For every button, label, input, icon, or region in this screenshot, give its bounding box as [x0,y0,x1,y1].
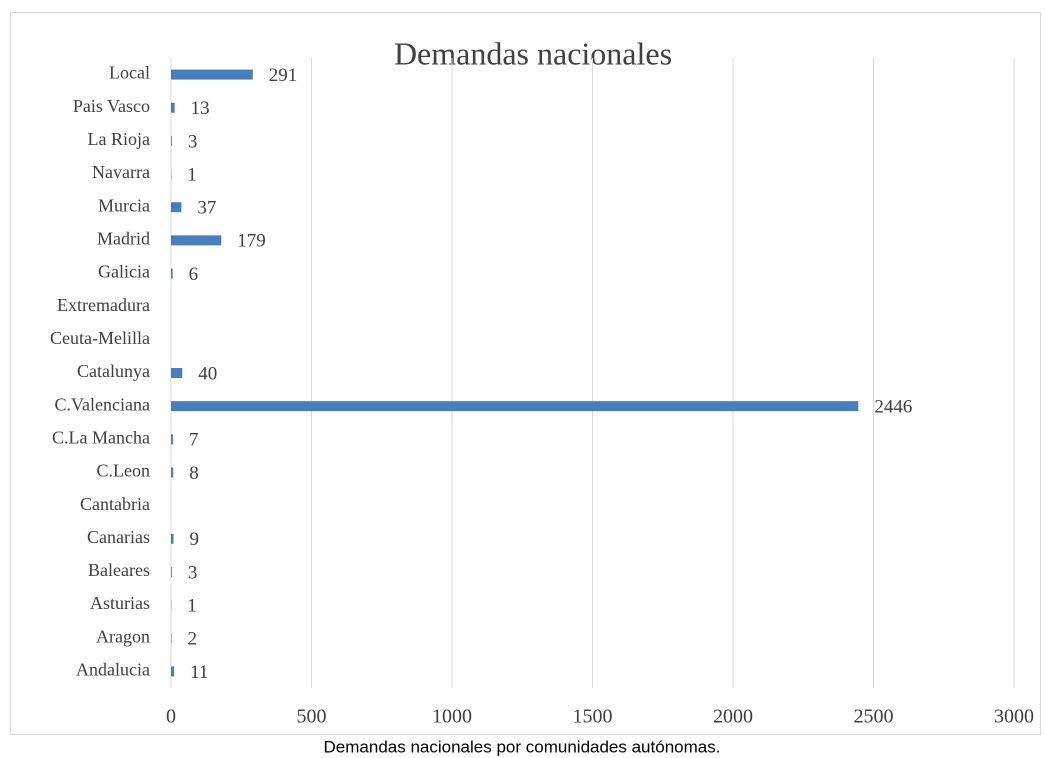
bar [171,566,172,577]
y-tick-label: La Rioja [88,129,150,149]
y-tick-label: Extremadura [57,295,150,315]
bar [171,235,222,246]
y-tick-label: Andalucia [76,660,150,680]
bar [171,102,175,113]
value-label: 3 [188,131,198,152]
value-label: 9 [190,529,200,550]
value-label: 40 [198,363,217,384]
y-tick-label: C.Leon [97,461,151,481]
value-label: 2 [188,629,198,650]
y-tick-label: C.La Mancha [52,427,150,447]
value-label: 6 [189,264,199,285]
value-label: 1 [187,595,197,616]
x-tick-label: 2000 [713,706,753,728]
caption: Demandas nacionales por comunidades autó… [324,737,721,756]
x-tick-label: 2500 [854,706,894,728]
y-tick-label: Canarias [87,527,150,547]
value-label: 179 [237,231,266,252]
bar [171,268,173,279]
x-tick-label: 3000 [994,706,1034,728]
value-label: 13 [191,98,210,119]
bar [171,368,183,378]
value-label: 7 [189,430,199,451]
chart-border [10,12,1041,735]
y-tick-label: Ceuta-Melilla [50,328,150,348]
bar [171,434,173,445]
y-tick-label: C.Valenciana [55,394,150,414]
bar [171,401,859,412]
value-label: 291 [269,65,298,86]
y-tick-label: Murcia [98,195,150,215]
bar [171,135,172,146]
x-tick-label: 0 [166,706,176,728]
y-tick-label: Local [109,63,150,83]
value-label: 1 [187,164,197,185]
chart-title: Demandas nacionales [394,35,672,71]
bar [171,666,175,677]
bar [171,467,174,478]
y-tick-label: Navarra [92,162,150,182]
x-tick-label: 1000 [432,706,472,728]
y-tick-label: Cantabria [80,494,150,514]
y-tick-label: Asturias [90,593,150,613]
y-tick-label: Pais Vasco [73,96,150,116]
value-label: 37 [197,198,216,219]
y-tick-label: Aragon [96,626,150,646]
y-tick-label: Madrid [97,228,150,248]
y-tick-label: Galicia [98,262,150,282]
x-tick-label: 1500 [573,706,613,728]
value-label: 3 [188,562,198,583]
value-label: 11 [190,662,208,683]
y-tick-label: Baleares [88,560,150,580]
value-label: 2446 [874,397,912,418]
x-tick-label: 500 [297,706,327,728]
bar [171,533,174,544]
bar [171,633,172,644]
value-label: 8 [189,463,199,484]
bar [171,202,182,213]
bar [171,69,253,80]
y-tick-label: Catalunya [77,361,150,381]
